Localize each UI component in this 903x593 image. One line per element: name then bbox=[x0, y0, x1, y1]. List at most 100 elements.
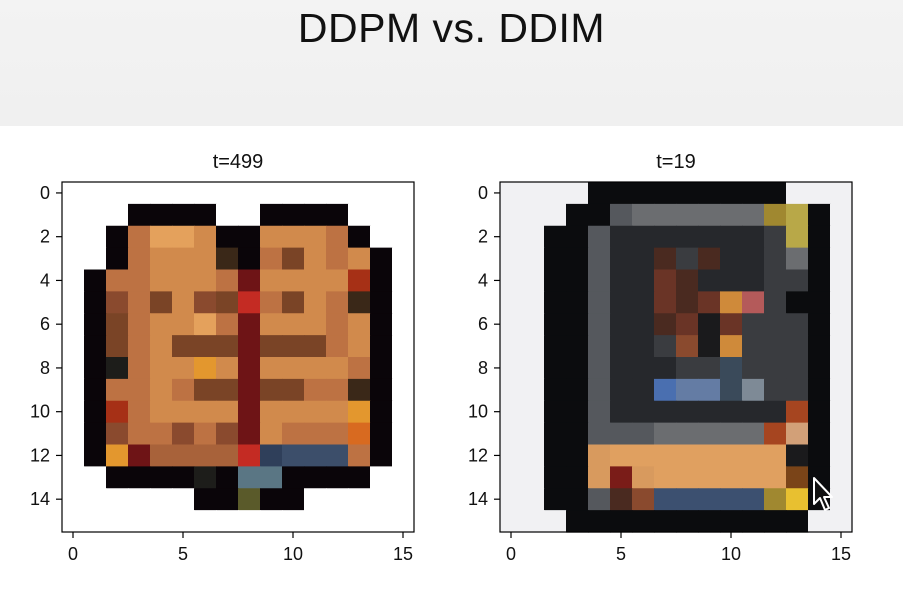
heatmap-cell bbox=[282, 378, 305, 402]
heatmap-cell bbox=[392, 313, 415, 336]
heatmap-cell bbox=[150, 225, 173, 249]
heatmap-cell bbox=[370, 466, 393, 489]
heatmap-cell bbox=[84, 203, 107, 227]
heatmap-cell bbox=[392, 225, 415, 249]
heatmap-cell bbox=[62, 466, 85, 489]
heatmap-cell bbox=[698, 378, 721, 402]
heatmap-cell bbox=[610, 203, 633, 227]
heatmap-cell bbox=[676, 313, 699, 336]
heatmap-cell bbox=[172, 335, 195, 358]
x-tick-label: 5 bbox=[616, 544, 626, 564]
heatmap-cell bbox=[348, 488, 371, 511]
heatmap-cell bbox=[326, 400, 349, 424]
heatmap-cell bbox=[500, 335, 523, 358]
heatmap-cell bbox=[260, 269, 283, 292]
heatmap-cell bbox=[544, 378, 567, 402]
heatmap-cell bbox=[348, 466, 371, 489]
heatmap-cell bbox=[128, 313, 151, 336]
heatmap-cell bbox=[764, 225, 787, 249]
heatmap-cell bbox=[698, 247, 721, 271]
heatmap-cell bbox=[150, 378, 173, 402]
heatmap-cell bbox=[764, 357, 787, 380]
heatmap-cell bbox=[632, 291, 655, 314]
heatmap-cell bbox=[566, 225, 589, 249]
heatmap-cell bbox=[106, 182, 129, 205]
x-tick-label: 15 bbox=[831, 544, 851, 564]
y-tick-label: 14 bbox=[468, 489, 488, 509]
y-tick-label: 0 bbox=[478, 183, 488, 203]
heatmap-cell bbox=[128, 335, 151, 358]
heatmap-cell bbox=[742, 203, 765, 227]
heatmap-cell bbox=[522, 225, 545, 249]
y-tick-label: 4 bbox=[40, 270, 50, 290]
heatmap-cell bbox=[786, 247, 809, 271]
heatmap-cell bbox=[106, 444, 129, 467]
heatmap-cell bbox=[84, 444, 107, 467]
heatmap-cell bbox=[720, 247, 743, 271]
heatmap-cell bbox=[304, 291, 327, 314]
heatmap-cell bbox=[370, 247, 393, 271]
heatmap-cell bbox=[326, 291, 349, 314]
heatmap-cell bbox=[808, 378, 831, 402]
heatmap-cell bbox=[764, 247, 787, 271]
y-tick-label: 12 bbox=[468, 445, 488, 465]
heatmap-cell bbox=[544, 466, 567, 489]
heatmap-cell bbox=[720, 225, 743, 249]
heatmap-cell bbox=[522, 357, 545, 380]
heatmap-cell bbox=[62, 378, 85, 402]
heatmap-cell bbox=[194, 378, 217, 402]
heatmap-cell bbox=[106, 510, 129, 533]
heatmap-cell bbox=[742, 335, 765, 358]
heatmap-cell bbox=[84, 335, 107, 358]
heatmap-cell bbox=[742, 510, 765, 533]
heatmap-cell bbox=[500, 313, 523, 336]
heatmap-cell bbox=[84, 313, 107, 336]
heatmap-cell bbox=[216, 510, 239, 533]
heatmap-cell bbox=[150, 313, 173, 336]
heatmap-cell bbox=[764, 378, 787, 402]
heatmap-cell bbox=[654, 269, 677, 292]
heatmap-cell bbox=[348, 444, 371, 467]
heatmap-cell bbox=[348, 335, 371, 358]
heatmap-cell bbox=[808, 225, 831, 249]
heatmap-cell bbox=[610, 422, 633, 446]
heatmap-cell bbox=[172, 203, 195, 227]
heatmap-cell bbox=[566, 378, 589, 402]
heatmap-cell bbox=[348, 400, 371, 424]
heatmap-cell bbox=[676, 182, 699, 205]
heatmap-cell bbox=[84, 182, 107, 205]
heatmap-cell bbox=[720, 422, 743, 446]
heatmap-cell bbox=[194, 444, 217, 467]
heatmap-cell bbox=[830, 313, 853, 336]
heatmap-cell bbox=[150, 488, 173, 511]
heatmap-cell bbox=[566, 466, 589, 489]
heatmap-cell bbox=[500, 488, 523, 511]
heatmap-cell bbox=[698, 400, 721, 424]
heatmap-cell bbox=[348, 269, 371, 292]
heatmap-cell bbox=[238, 247, 261, 271]
heatmap-cell bbox=[304, 422, 327, 446]
heatmap-cell bbox=[84, 357, 107, 380]
heatmap-cell bbox=[742, 378, 765, 402]
heatmap-cell bbox=[764, 335, 787, 358]
heatmap-cell bbox=[304, 182, 327, 205]
heatmap-cell bbox=[500, 510, 523, 533]
heatmap-cell bbox=[106, 269, 129, 292]
heatmap-cell bbox=[348, 357, 371, 380]
heatmap-cell bbox=[676, 400, 699, 424]
heatmap-cell bbox=[128, 269, 151, 292]
heatmap-cell bbox=[654, 510, 677, 533]
heatmap-cell bbox=[282, 422, 305, 446]
heatmap-cell bbox=[588, 313, 611, 336]
heatmap-cell bbox=[106, 291, 129, 314]
heatmap-cell bbox=[720, 466, 743, 489]
heatmap-cell bbox=[522, 182, 545, 205]
heatmap-cell bbox=[282, 510, 305, 533]
chart-0: t=499 0 5 10 15 0 2 4 6 8 10 12 14 bbox=[30, 151, 415, 564]
heatmap-cell bbox=[172, 225, 195, 249]
heatmap-cell bbox=[830, 247, 853, 271]
heatmap-cell bbox=[764, 291, 787, 314]
x-tick-label: 0 bbox=[506, 544, 516, 564]
heatmap-cell bbox=[544, 313, 567, 336]
heatmap-cell bbox=[326, 357, 349, 380]
